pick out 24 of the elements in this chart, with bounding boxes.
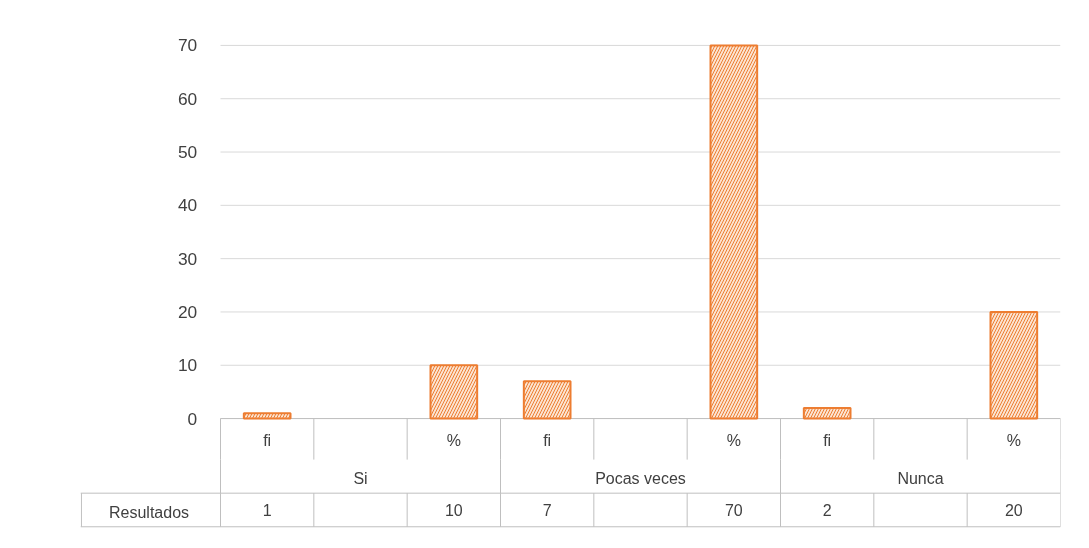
text: Pocas veces <box>595 469 686 487</box>
y-tick-label: 60 <box>177 88 198 109</box>
x-tick-label: fi <box>823 432 832 450</box>
y-tick-label: 40 <box>177 195 198 216</box>
text: Nunca <box>897 469 944 487</box>
y-tick-label: 70 <box>177 35 198 56</box>
y-tick-label: 10 <box>177 355 198 376</box>
text: Resultados <box>109 504 190 522</box>
x-tick-label: fi <box>263 432 272 450</box>
x-tick-label: % <box>1006 432 1021 450</box>
x-tick-label: fi <box>543 432 552 450</box>
y-tick-label: 50 <box>177 142 198 163</box>
text: Si <box>353 469 368 487</box>
x-tick-label: % <box>446 432 461 450</box>
data-label: 10 <box>444 501 463 519</box>
x-tick-label: % <box>726 432 741 450</box>
data-label: 1 <box>262 501 272 519</box>
y-tick-label: 20 <box>177 301 198 322</box>
data-label: 70 <box>724 501 743 519</box>
data-label: 2 <box>822 501 832 519</box>
y-tick-label: 30 <box>177 248 198 269</box>
data-label: 20 <box>1004 501 1023 519</box>
data-label: 7 <box>542 501 552 519</box>
y-tick-label: 0 <box>187 408 198 429</box>
